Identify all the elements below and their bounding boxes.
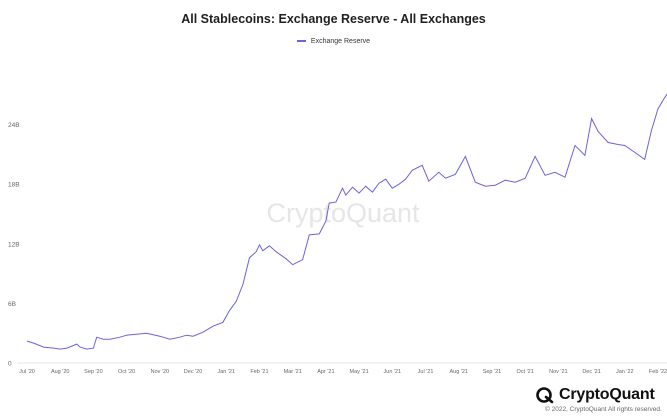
- legend[interactable]: Exchange Reserve: [0, 38, 667, 45]
- y-tick-label: 0: [8, 361, 12, 368]
- cryptoquant-logo: CryptoQuant: [536, 386, 655, 404]
- x-tick-label: Oct '21: [517, 369, 534, 375]
- x-tick-label: Oct '20: [118, 369, 135, 375]
- y-tick-label: 24B: [8, 122, 20, 129]
- x-tick-label: Jul '21: [418, 369, 434, 375]
- watermark-text: CryptoQuant: [266, 198, 420, 228]
- cryptoquant-logo-icon: [536, 387, 554, 404]
- x-tick-label: Nov '20: [151, 369, 169, 375]
- x-tick-label: Feb '21: [250, 369, 268, 375]
- x-tick-label: Feb '22: [649, 369, 667, 375]
- x-tick-label: Jan '22: [616, 369, 634, 375]
- watermark: CryptoQuant: [266, 198, 420, 228]
- x-axis-labels: Jul '20 Aug '20 Sep '20 Oct '20 Nov '20 Dec '…: [19, 369, 667, 375]
- legend-swatch: [296, 40, 306, 42]
- copyright-text: © 2022, CryptoQuant All rights reserved.: [545, 406, 662, 413]
- x-tick-label: Sep '20: [84, 369, 102, 375]
- x-tick-label: Dec '20: [184, 369, 202, 375]
- logo-text: CryptoQuant: [559, 386, 655, 403]
- x-tick-label: Jul '20: [19, 369, 35, 375]
- x-tick-label: Dec '21: [582, 369, 600, 375]
- x-tick-label: Aug '20: [51, 369, 69, 375]
- exchange-reserve-line: [26, 93, 667, 350]
- y-tick-label: 6B: [8, 301, 16, 308]
- x-tick-label: Jan '21: [217, 369, 235, 375]
- y-tick-label: 18B: [8, 182, 20, 189]
- x-tick-label: Sep '21: [483, 369, 501, 375]
- legend-label: Exchange Reserve: [310, 38, 371, 45]
- x-tick-label: Mar '21: [284, 369, 302, 375]
- chart-title: All Stablecoins: Exchange Reserve - All …: [181, 12, 486, 26]
- y-axis-labels: 0 6B 12B 18B 24B: [8, 122, 20, 367]
- x-tick-label: May '21: [350, 369, 369, 375]
- x-tick-label: Jun '21: [384, 369, 402, 375]
- x-tick-label: Aug '21: [449, 369, 467, 375]
- x-tick-label: Nov '21: [549, 369, 567, 375]
- x-tick-label: Apr '21: [317, 369, 334, 375]
- y-tick-label: 12B: [8, 241, 20, 248]
